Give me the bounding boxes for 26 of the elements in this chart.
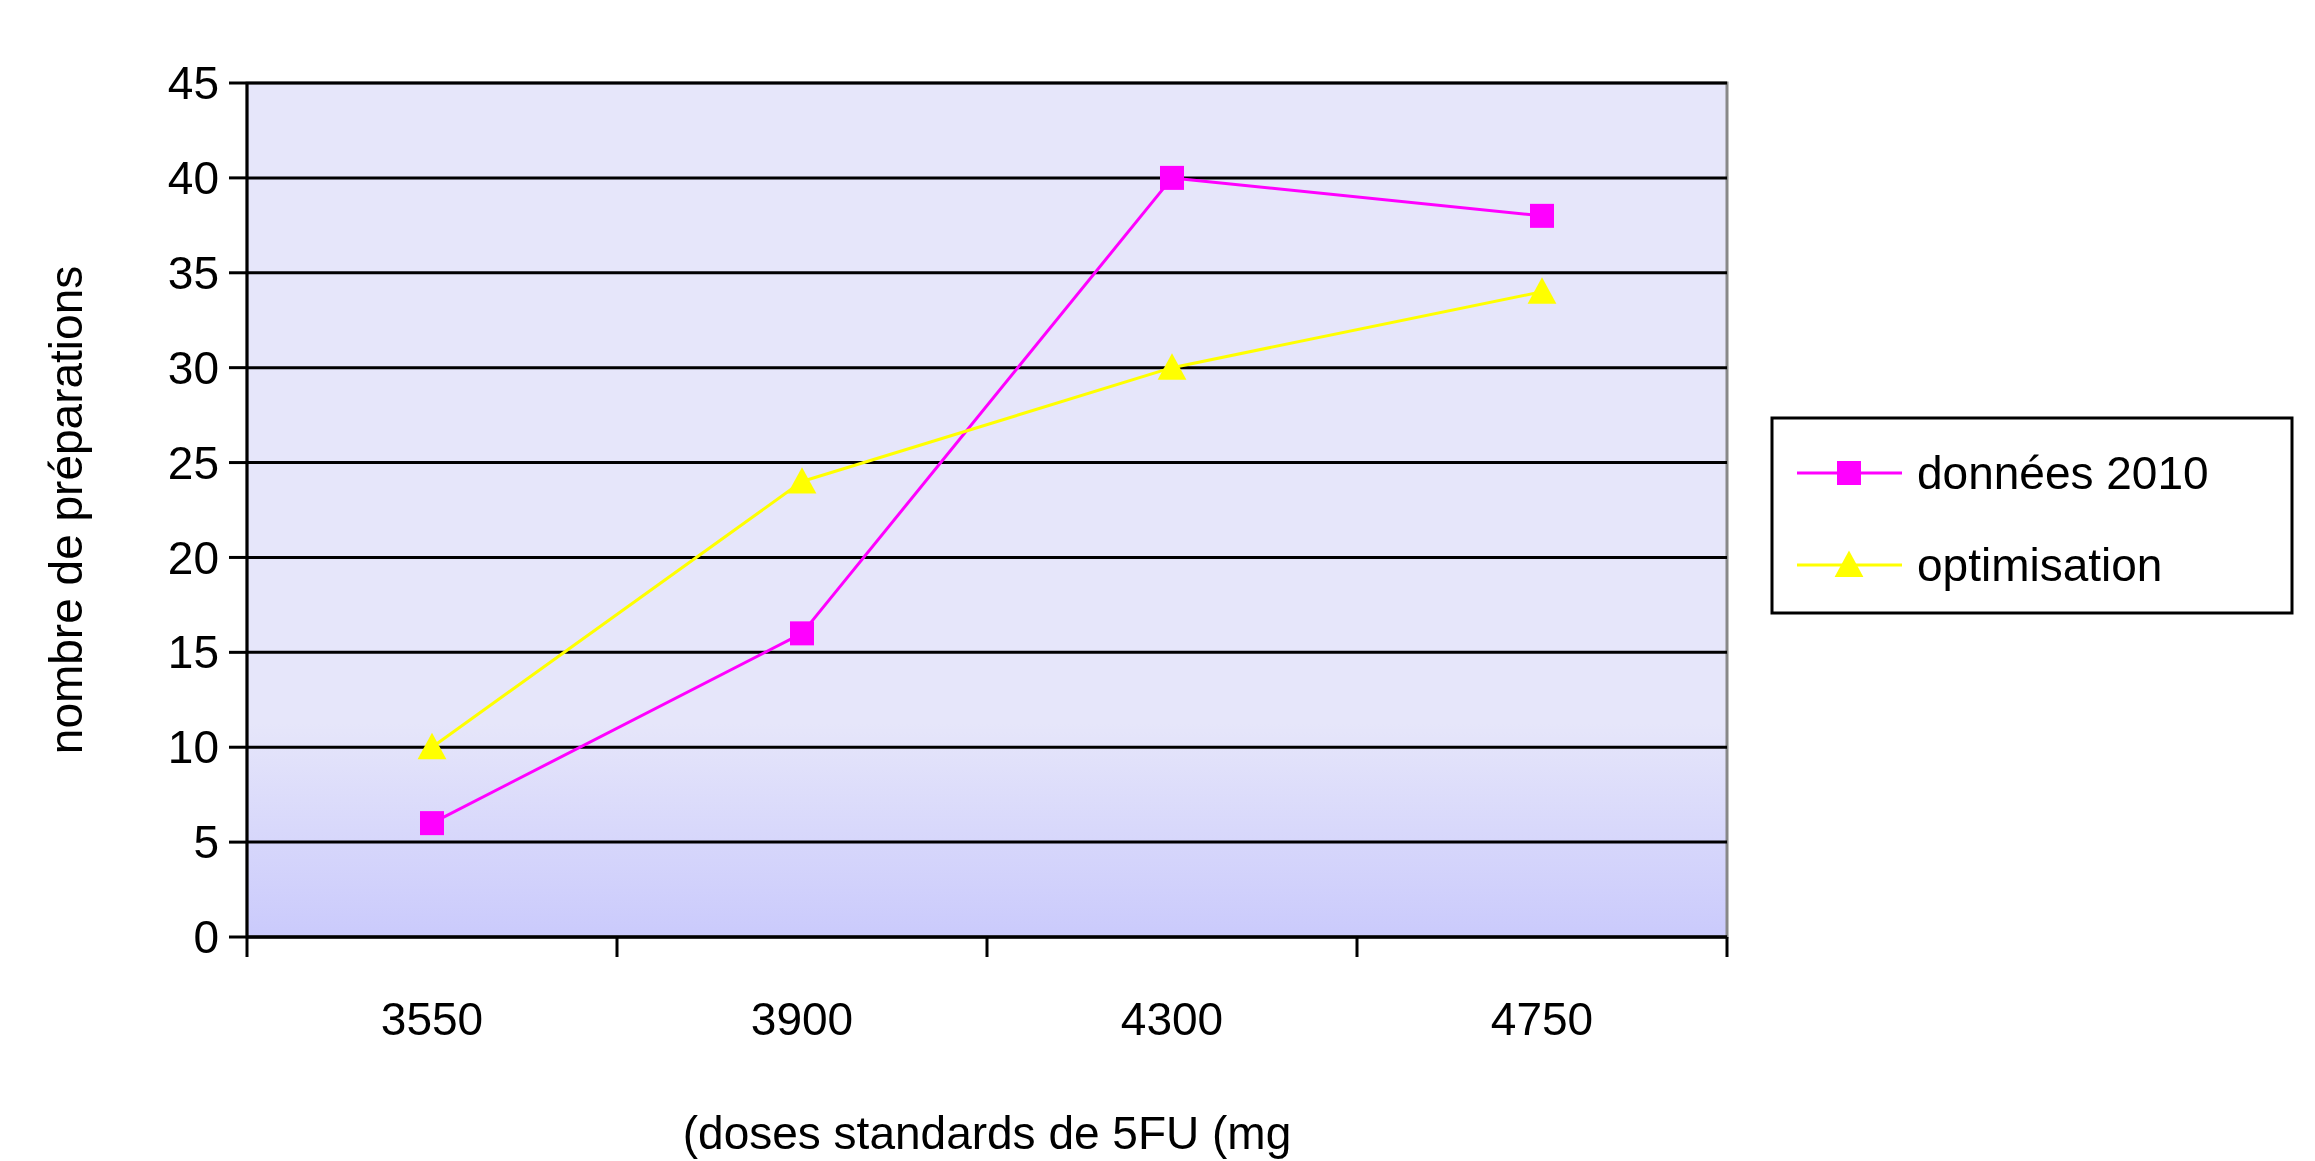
x-axis-title: (doses standards de 5FU (mg [682, 1107, 1292, 1159]
x-tick-label: 4300 [1120, 993, 1224, 1045]
y-tick-label: 10 [167, 721, 219, 774]
y-tick-label: 20 [167, 531, 219, 584]
point [1157, 353, 1187, 380]
x-tick-label: 4750 [1490, 993, 1594, 1045]
point [787, 467, 817, 494]
y-tick-label: 35 [167, 246, 219, 299]
legend-label: données 2010 [1917, 447, 2209, 500]
y-tick-label: 25 [167, 436, 219, 489]
y-tick-label: 0 [193, 911, 219, 964]
x-tick-label: 3550 [380, 993, 484, 1045]
point [1527, 277, 1557, 304]
legend-label: optimisation [1917, 539, 2163, 592]
y-tick-label: 30 [167, 341, 219, 394]
y-tick-label: 15 [167, 626, 219, 679]
point [790, 621, 814, 646]
y-tick-label: 5 [193, 816, 219, 869]
y-tick-label: 40 [167, 151, 219, 204]
point [420, 811, 444, 836]
x-tick-label: 3900 [750, 993, 854, 1045]
y-axis-title: nombre de préparations [40, 265, 92, 755]
point [1160, 165, 1184, 190]
point [417, 732, 447, 760]
point [1530, 203, 1554, 228]
y-tick-label: 45 [167, 57, 219, 110]
